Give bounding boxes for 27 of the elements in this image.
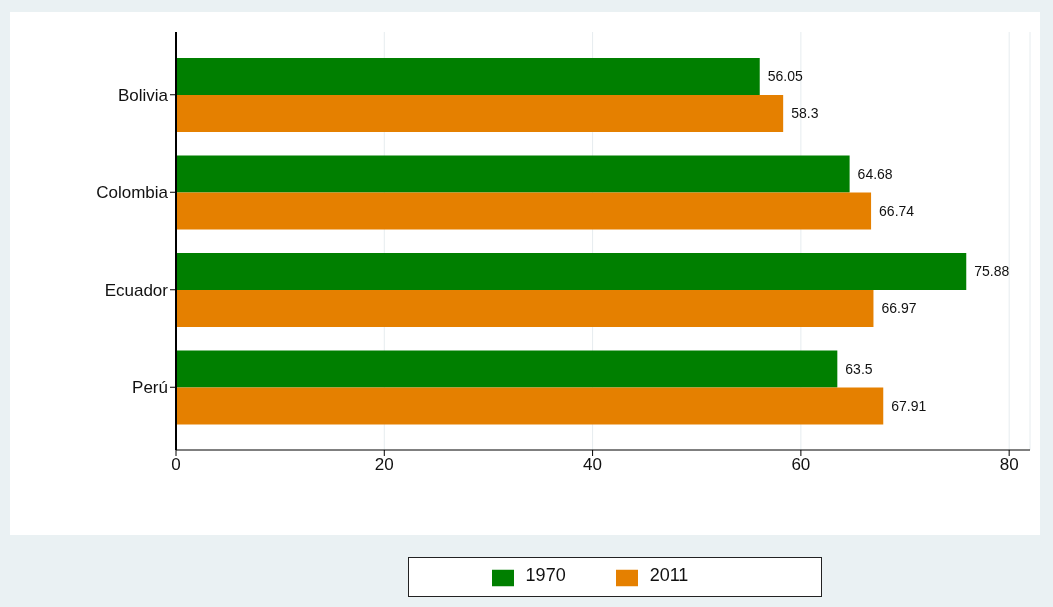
data-label: 75.88 xyxy=(974,263,1010,280)
y-tick-label: Bolivia xyxy=(117,85,169,105)
data-label: 67.91 xyxy=(891,397,927,414)
y-tick-label: Perú xyxy=(132,378,168,398)
y-tick-label: Ecuador xyxy=(104,280,169,300)
x-tick-label: 60 xyxy=(791,455,811,475)
bar xyxy=(176,192,872,230)
data-label: 58.3 xyxy=(791,105,819,122)
data-label: 64.68 xyxy=(857,165,893,182)
bar xyxy=(176,58,760,95)
bar xyxy=(176,350,838,388)
x-tick-label: 0 xyxy=(171,455,181,475)
bar xyxy=(176,253,967,290)
data-label: 66.74 xyxy=(879,202,915,219)
data-label: 66.97 xyxy=(881,300,917,317)
legend-label: 2011 xyxy=(649,565,689,586)
x-tick-label: 20 xyxy=(374,455,394,475)
bar xyxy=(176,290,874,327)
bar xyxy=(176,95,784,132)
x-tick-label: 80 xyxy=(999,455,1019,475)
data-label: 56.05 xyxy=(767,68,803,85)
bar xyxy=(176,387,884,425)
data-label: 63.5 xyxy=(845,360,873,377)
bar xyxy=(176,155,850,193)
legend-label: 1970 xyxy=(525,565,566,586)
x-tick-label: 40 xyxy=(583,455,603,475)
y-tick-label: Colombia xyxy=(96,183,169,203)
